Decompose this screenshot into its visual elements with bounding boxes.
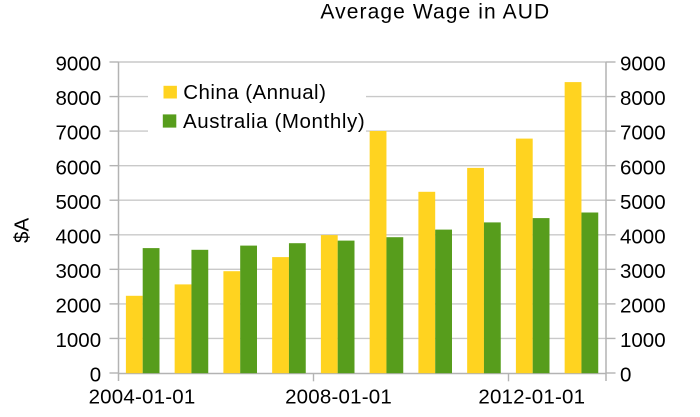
svg-text:Australia (Monthly): Australia (Monthly) [183,110,365,133]
svg-text:9000: 9000 [55,53,101,76]
svg-text:0: 0 [620,364,631,387]
svg-text:China (Annual): China (Annual) [183,81,326,104]
svg-text:4000: 4000 [620,225,666,248]
svg-text:2004-01-01: 2004-01-01 [89,386,196,409]
svg-text:8000: 8000 [620,87,666,110]
svg-text:$A: $A [10,218,33,243]
svg-text:6000: 6000 [55,156,101,179]
svg-text:1000: 1000 [620,329,666,352]
svg-text:3000: 3000 [55,260,101,283]
svg-text:7000: 7000 [55,122,101,145]
svg-text:Average Wage in AUD: Average Wage in AUD [320,0,550,23]
svg-text:1000: 1000 [55,329,101,352]
svg-text:9000: 9000 [620,53,666,76]
svg-text:0: 0 [90,364,101,387]
svg-text:5000: 5000 [620,191,666,214]
svg-text:2008-01-01: 2008-01-01 [285,386,392,409]
svg-text:3000: 3000 [620,260,666,283]
svg-text:2000: 2000 [620,294,666,317]
svg-text:5000: 5000 [55,191,101,214]
svg-text:7000: 7000 [620,122,666,145]
svg-text:2000: 2000 [55,294,101,317]
svg-text:4000: 4000 [55,225,101,248]
svg-text:6000: 6000 [620,156,666,179]
svg-text:8000: 8000 [55,87,101,110]
svg-text:2012-01-01: 2012-01-01 [478,386,585,409]
